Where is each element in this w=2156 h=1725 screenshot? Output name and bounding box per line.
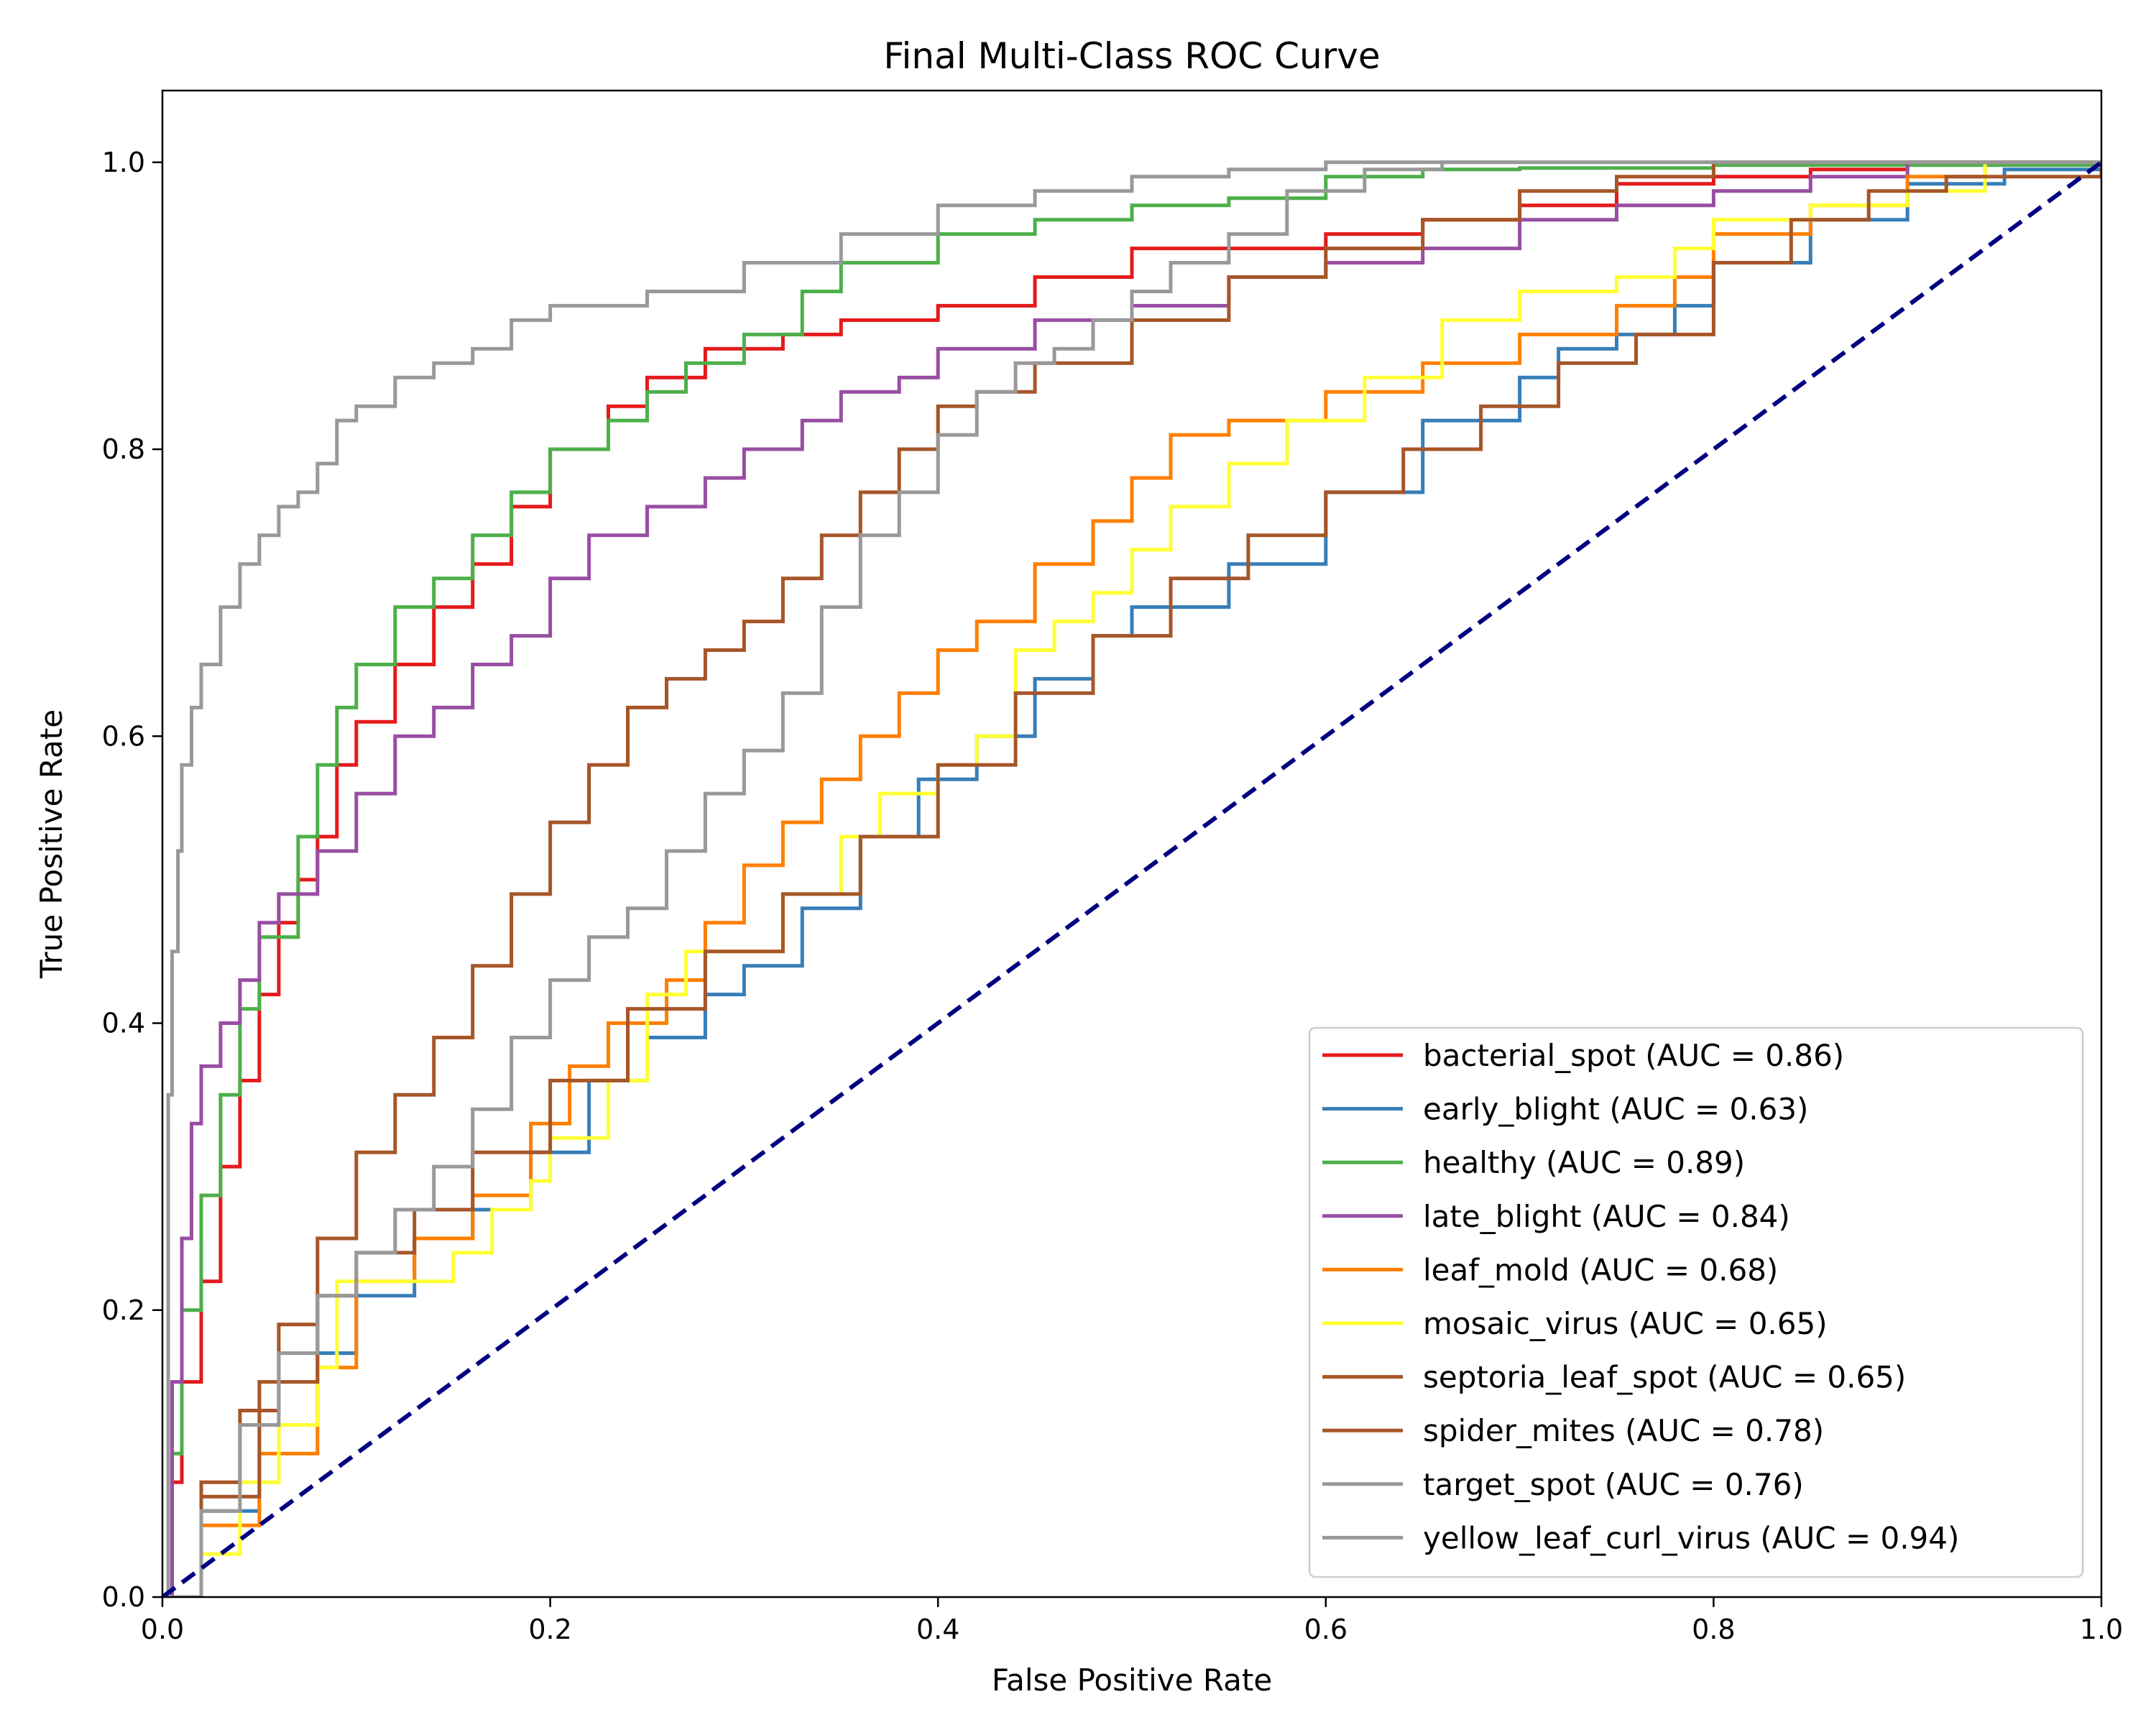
x-tick-label: 1.0: [2080, 1614, 2123, 1645]
y-tick-label: 1.0: [102, 147, 145, 178]
plot-frame: [161, 89, 2103, 1598]
y-tick-label: 0.8: [102, 433, 145, 465]
roc-curve-yellow-leaf-curl-virus: [162, 160, 2101, 1597]
x-tick-label: 0.0: [141, 1614, 184, 1645]
legend-label-bacterial-spot: bacterial_spot (AUC = 0.86): [1423, 1038, 1844, 1073]
roc-curves: [162, 160, 2101, 1597]
x-axis-ticks: 0.0 0.2 0.4 0.6 0.8 1.0: [141, 1597, 2123, 1645]
x-tick-label: 0.8: [1692, 1614, 1735, 1645]
y-axis-label: True Positive Rate: [34, 709, 69, 979]
x-tick-label: 0.6: [1304, 1614, 1348, 1645]
y-tick-label: 0.6: [102, 720, 145, 752]
roc-curve-target-spot: [162, 160, 2101, 1597]
plot-area: [161, 89, 2103, 1598]
reference-diagonal-line: [162, 160, 2101, 1597]
x-axis-label: False Positive Rate: [992, 1662, 1272, 1698]
roc-curve-spider-mites: [162, 160, 2101, 1597]
x-tick-label: 0.2: [528, 1614, 571, 1645]
legend-label-early-blight: early_blight (AUC = 0.63): [1423, 1092, 1808, 1127]
legend-label-target-spot: target_spot (AUC = 0.76): [1423, 1467, 1804, 1502]
roc-curve-late-blight: [162, 160, 2101, 1597]
legend-label-septoria-leaf-spot: septoria_leaf_spot (AUC = 0.65): [1423, 1360, 1906, 1395]
chart-title: Final Multi-Class ROC Curve: [883, 35, 1380, 77]
y-tick-label: 0.2: [102, 1294, 145, 1326]
y-tick-label: 0.4: [102, 1008, 145, 1039]
legend-label-yellow-leaf-curl-virus: yellow_leaf_curl_virus (AUC = 0.94): [1423, 1520, 1959, 1555]
legend: bacterial_spot (AUC = 0.86) early_blight …: [1308, 1026, 2084, 1578]
legend-label-mosaic-virus: mosaic_virus (AUC = 0.65): [1423, 1306, 1828, 1341]
legend-label-spider-mites: spider_mites (AUC = 0.78): [1423, 1413, 1824, 1448]
legend-label-leaf-mold: leaf_mold (AUC = 0.68): [1423, 1252, 1778, 1287]
legend-box: [1308, 1026, 2084, 1578]
y-axis-ticks: 0.0 0.2 0.4 0.6 0.8 1.0: [102, 147, 162, 1613]
legend-items: bacterial_spot (AUC = 0.86) early_blight …: [1322, 1038, 1959, 1555]
legend-label-healthy: healthy (AUC = 0.89): [1423, 1145, 1745, 1180]
legend-label-late-blight: late_blight (AUC = 0.84): [1423, 1199, 1790, 1234]
x-tick-label: 0.4: [916, 1614, 959, 1645]
roc-curve-leaf-mold: [162, 160, 2101, 1597]
y-tick-label: 0.0: [102, 1581, 145, 1613]
